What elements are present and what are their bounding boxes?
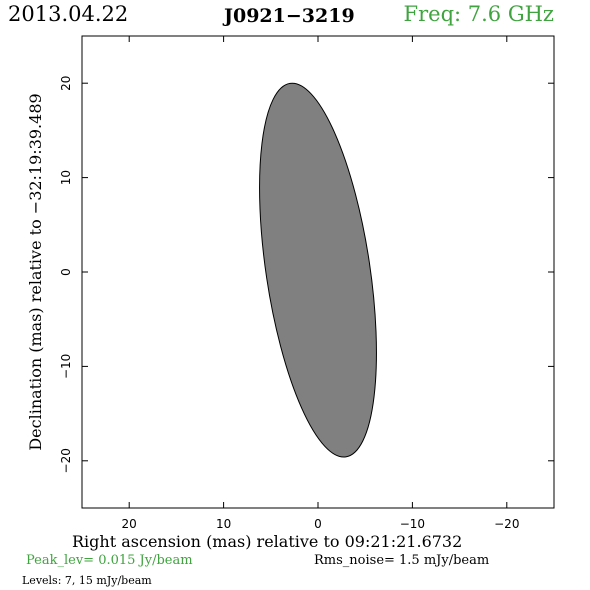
y-tick-label: 10	[59, 170, 73, 185]
beam-ellipse	[259, 82, 377, 458]
contour-levels: Levels: 7, 15 mJy/beam	[22, 574, 152, 587]
rms-noise: Rms_noise= 1.5 mJy/beam	[314, 553, 490, 568]
observation-date: 2013.04.22	[8, 2, 129, 26]
y-tick-label: 0	[59, 268, 73, 276]
x-tick-label: −10	[400, 517, 425, 531]
x-tick-label: −20	[494, 517, 519, 531]
peak-level: Peak_lev= 0.015 Jy/beam	[26, 553, 193, 568]
x-tick-label: 20	[122, 517, 137, 531]
source-name: J0921−3219	[224, 5, 355, 27]
y-tick-label: −10	[59, 354, 73, 379]
x-tick-label: 0	[314, 517, 322, 531]
frequency-label: Freq: 7.6 GHz	[403, 2, 554, 26]
x-tick-label: 10	[216, 517, 231, 531]
x-tick-labels: 20 10 0 −10 −20	[122, 517, 520, 531]
y-tick-labels: 20 10 0 −10 −20	[59, 76, 73, 474]
beam-layer	[259, 82, 377, 458]
x-axis-label: Right ascension (mas) relative to 09:21:…	[72, 532, 463, 551]
y-axis-label: Declination (mas) relative to −32:19:39.…	[26, 93, 45, 450]
y-tick-label: 20	[59, 76, 73, 91]
axis-ticks	[82, 36, 554, 508]
y-tick-label: −20	[59, 448, 73, 473]
